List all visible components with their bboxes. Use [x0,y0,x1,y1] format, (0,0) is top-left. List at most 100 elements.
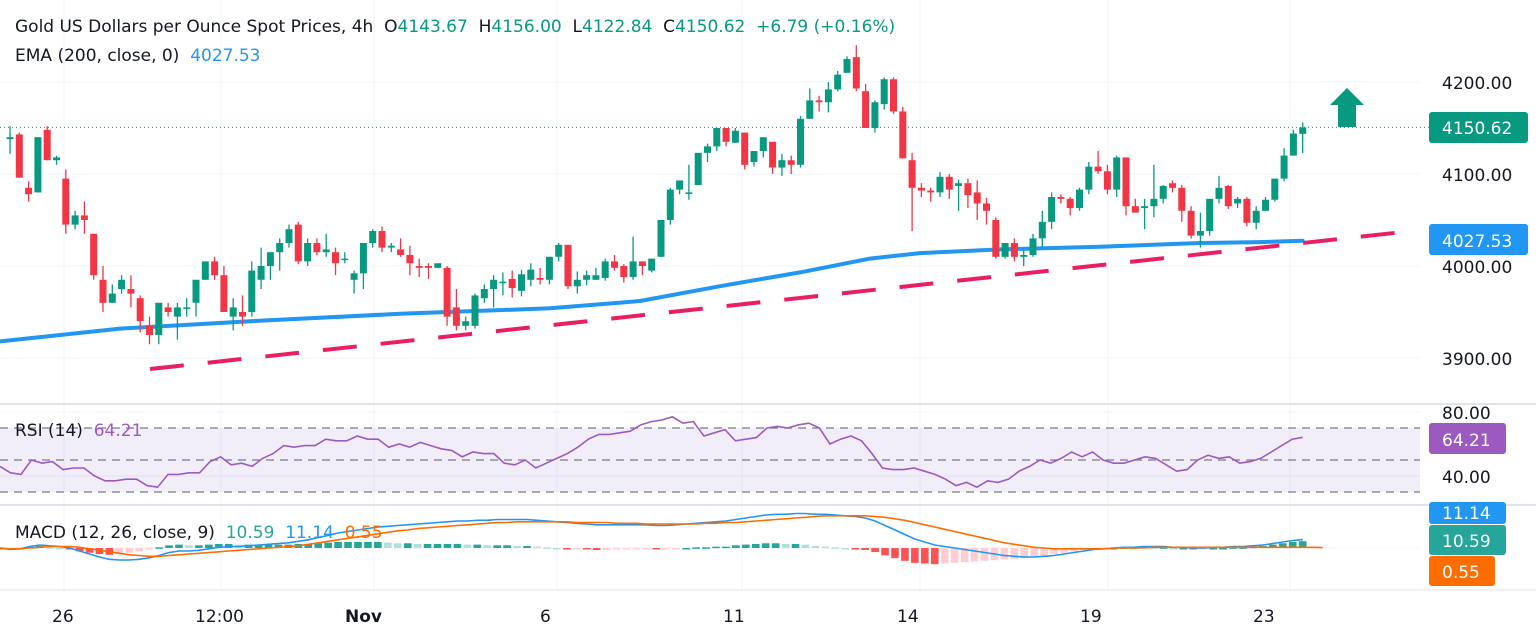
macd-hist-bar [1070,548,1078,552]
macd-hist-bar [572,548,581,550]
candle-body [657,220,665,257]
macd-hist-bar [85,548,94,553]
macd-hist-bar [393,543,402,548]
candle-body [415,266,423,268]
time-tick: 19 [1080,607,1102,627]
macd-label: MACD (12, 26, close, 9) [15,523,215,543]
macd-line [0,512,1303,561]
candle-body [983,203,990,211]
open-value: 4143.67 [397,17,468,37]
candle-body [1159,185,1167,199]
ema-value: 4027.53 [190,46,261,66]
macd-tag-text: 11.14 [1442,504,1491,524]
candle-body [890,79,897,112]
symbol-legend[interactable]: Gold US Dollars per Ounce Spot Prices, 4… [15,17,895,37]
candle-body [1122,157,1130,207]
candle-body [80,215,88,220]
candle-body [945,176,953,190]
price-axis[interactable]: 4200.00 4100.00 4000.00 3900.00 [1442,74,1512,370]
macd-hist-bar [622,548,631,550]
price-tick: 3900.00 [1442,350,1512,370]
macd-hist-bar [1030,548,1039,557]
macd-hist-bar [205,544,213,548]
macd-hist-bar [423,543,432,548]
candle-body [1103,171,1111,190]
macd-hist-bar [851,548,860,550]
candle-body [490,279,498,289]
macd-hist-bar [1209,548,1218,550]
price-tick: 4000.00 [1442,258,1512,278]
macd-hist-bar [354,541,362,548]
macd-hist-bar [165,545,173,548]
macd-hist-bar [831,547,840,549]
macd-hist-bar [960,548,969,563]
symbol-title: Gold US Dollars per Ounce Spot Prices, 4… [15,17,374,37]
candle-body [127,289,135,294]
macd-hist-bar [1040,548,1048,556]
candle-body [927,190,935,193]
candle-body [1141,206,1149,209]
candle-body [378,231,386,248]
rsi-tag-text: 64.21 [1442,431,1491,451]
macd-hist-bar [55,548,64,550]
candle-body [545,256,553,280]
candle-body [722,128,730,142]
macd-hist-bar [314,543,323,548]
macd-hist-bar [1288,541,1297,548]
candle-body [1076,189,1083,209]
rsi-legend[interactable]: RSI (14) 64.21 [15,421,142,441]
macd-hist-bar [970,548,979,562]
candle-body [239,312,246,317]
rsi-axis[interactable]: 80.00 40.00 [1442,404,1491,488]
macd-hist-bar [811,545,820,548]
trendline-dashed[interactable] [149,229,1413,372]
candle-body [601,261,609,278]
macd-hist-bar [1219,548,1227,550]
candle-body [834,74,842,90]
candle-body [397,249,405,255]
rsi-label: RSI (14) [15,421,83,441]
up-arrow-icon[interactable] [1330,88,1364,127]
macd-hist-bar [821,546,830,549]
macd-hist-bar [1298,541,1307,548]
macd-hist-bar [791,543,800,548]
candle-body [248,270,256,312]
ema-legend[interactable]: EMA (200, close, 0) 4027.53 [15,46,261,66]
candle-body [1252,210,1260,223]
candle-body [341,258,349,261]
price-tick: 4100.00 [1442,166,1512,186]
candle-body [136,298,144,322]
time-axis[interactable]: 26 12:00 Nov 6 11 14 19 23 [52,607,1275,627]
candle-body [350,273,358,280]
candle-body [973,192,981,204]
macd-hist-bar [692,547,700,549]
macd-hist-bar [543,547,551,549]
candles [6,45,1307,345]
candle-body [573,279,581,287]
macd-hist-bar [871,548,879,553]
candle-body [359,243,367,274]
ema-tag-text: 4027.53 [1442,232,1512,252]
candle-body [787,160,795,165]
candle-body [1001,243,1009,257]
macd-hist-bar [642,548,651,550]
macd-hist-bar [672,548,681,550]
macd-hist-bar [940,548,949,564]
macd-hist-bar [443,543,452,548]
rsi-tick: 80.00 [1442,404,1491,424]
candle-body [899,111,907,159]
candle-body [1299,127,1307,134]
macd-hist-bar [881,548,889,556]
candle-body [731,130,739,143]
macd-hist-bar [702,547,710,549]
macd-hist-bar [1050,548,1058,555]
macd-hist-bar [433,543,442,548]
candle-body [1289,133,1297,156]
macd-hist-bar [950,548,959,563]
candle-body [648,258,656,271]
macd-hist-bar [781,543,790,548]
macd-hist-bar [732,545,740,548]
macd-hist-bar [185,545,193,548]
macd-legend[interactable]: MACD (12, 26, close, 9) 10.59 11.14 0.55 [15,523,383,543]
